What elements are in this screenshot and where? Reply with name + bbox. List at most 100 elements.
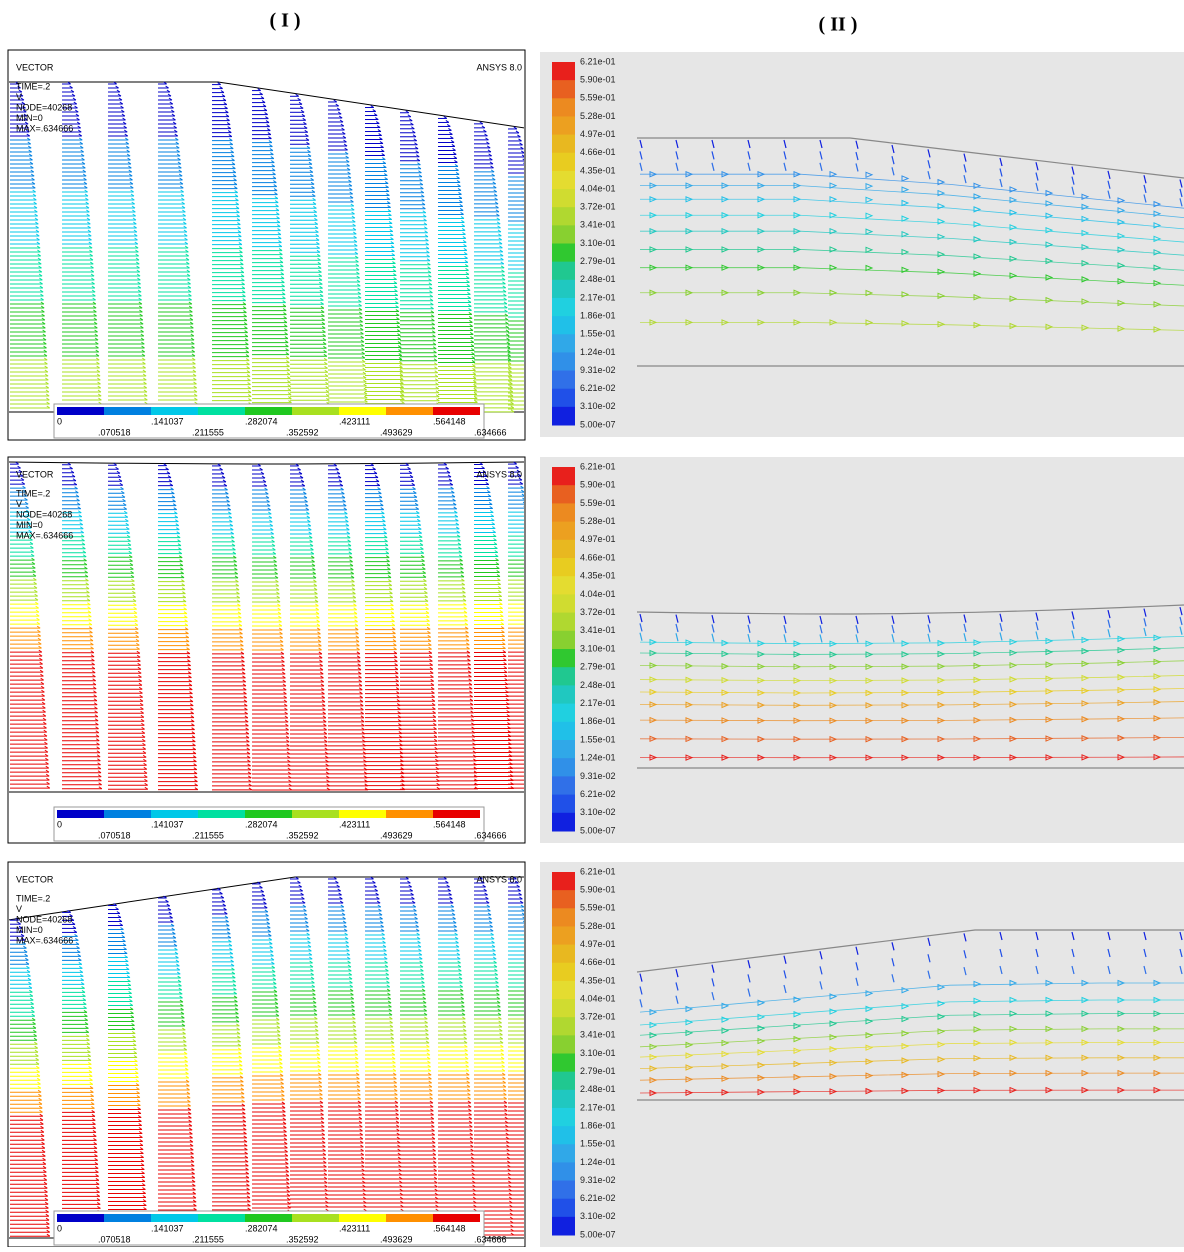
column-label: ( I ) <box>269 10 300 32</box>
arrow-head <box>534 606 537 608</box>
legend-swatch <box>292 407 339 415</box>
legend-swatch <box>292 810 339 818</box>
arrow-head <box>533 602 536 604</box>
arrow-head <box>533 598 536 600</box>
arrow-head <box>536 634 539 636</box>
arrow-head <box>529 550 532 552</box>
legend-label: .211555 <box>192 427 224 437</box>
arrow-head <box>537 654 540 656</box>
arrow-head <box>529 203 532 205</box>
arrow-head <box>531 223 534 225</box>
legend-swatch <box>151 407 198 415</box>
arrow-head <box>534 610 537 612</box>
legend-swatch <box>433 810 480 818</box>
info-line: V <box>16 92 22 102</box>
legend-swatch <box>339 810 386 818</box>
arrow-head <box>528 546 531 548</box>
arrow-head <box>531 578 534 580</box>
arrow-head <box>535 622 538 624</box>
legend-swatch <box>57 407 104 415</box>
panel-frame <box>8 50 525 440</box>
arrow-head <box>537 658 540 660</box>
arrow-head <box>536 638 539 640</box>
arrow-head <box>532 231 535 233</box>
arrow-head <box>530 211 533 213</box>
legend-swatch <box>104 810 151 818</box>
legend-label: 0 <box>57 416 62 426</box>
legend-label: .493629 <box>380 427 413 437</box>
arrow-head <box>525 518 528 520</box>
legend-label: .564148 <box>433 819 466 829</box>
legend-label: .423111 <box>339 416 370 426</box>
legend-label: .352592 <box>286 427 319 437</box>
arrow-head <box>531 227 534 229</box>
legend-swatch <box>198 810 245 818</box>
legend-label: .634666 <box>474 427 507 437</box>
info-line: V <box>16 499 22 509</box>
arrow-head <box>535 263 538 265</box>
arrow-head <box>532 582 535 584</box>
left-panel: VECTORANSYS 8.0TIME=.2VNODE=40268MIN=0MA… <box>8 862 548 1247</box>
arrow-head <box>536 275 539 277</box>
info-line: NODE=40268 <box>16 102 72 112</box>
legend-swatch <box>245 407 292 415</box>
arrow-head <box>534 255 537 257</box>
arrow-head <box>532 590 535 592</box>
info-line: TIME=.2 <box>16 81 50 91</box>
legend-label: 0 <box>57 819 62 829</box>
info-line: MIN=0 <box>16 520 43 530</box>
info-line: MIN=0 <box>16 113 43 123</box>
arrow-head <box>530 566 533 568</box>
arrow-head <box>532 586 535 588</box>
arrow-head <box>525 175 528 177</box>
legend-label: .423111 <box>339 819 370 829</box>
arrow-head <box>537 650 540 652</box>
arrow-head <box>531 570 534 572</box>
legend-swatch <box>151 810 198 818</box>
info-line: MAX=.634666 <box>16 530 73 540</box>
arrow-head <box>526 522 529 524</box>
arrow-head <box>530 558 533 560</box>
arrow-head <box>526 179 529 181</box>
arrow-head <box>532 235 535 237</box>
arrow-head <box>529 554 532 556</box>
legend-label: .282074 <box>245 819 278 829</box>
panel-title: VECTOR <box>16 62 54 72</box>
legend-swatch <box>386 407 433 415</box>
legend-swatch <box>339 407 386 415</box>
arrow-head <box>533 239 536 241</box>
legend-swatch <box>198 407 245 415</box>
legend-label: .282074 <box>245 416 278 426</box>
legend-label: .141037 <box>151 416 184 426</box>
legend-label: .634666 <box>474 830 507 840</box>
software-version: ANSYS 8.0 <box>476 62 522 72</box>
arrow-head <box>530 562 533 564</box>
legend-label: .352592 <box>286 830 319 840</box>
arrow-head <box>526 183 529 185</box>
arrow-head <box>535 630 538 632</box>
arrow-head <box>533 594 536 596</box>
arrow-head <box>534 259 537 261</box>
arrow-head <box>528 542 531 544</box>
arrow-head <box>535 618 538 620</box>
arrow-head <box>537 646 540 648</box>
legend-swatch <box>386 810 433 818</box>
arrow-head <box>537 287 540 289</box>
figure: ( I ) ( II ) VECTORANSYS 8.0TIME=.2VNODE… <box>0 0 1184 1247</box>
arrow-head <box>533 247 536 249</box>
info-line: MAX=.634666 <box>16 123 73 133</box>
info-line: NODE=40268 <box>16 509 72 519</box>
arrow-head <box>527 530 530 532</box>
legend-label: .141037 <box>151 819 184 829</box>
legend-label: .070518 <box>98 830 131 840</box>
left-panel: VECTOR ANSYS 8.0 TIME=.2VNODE=40268MIN=0MA… <box>8 50 548 440</box>
arrow-head <box>529 207 532 209</box>
arrow-head <box>534 251 537 253</box>
arrow-head <box>535 271 538 273</box>
legend-swatch <box>245 810 292 818</box>
arrow-head <box>534 614 537 616</box>
legend-swatch <box>104 407 151 415</box>
legend-label: .564148 <box>433 416 466 426</box>
info-line: TIME=.2 <box>16 488 50 498</box>
arrow-head <box>535 626 538 628</box>
